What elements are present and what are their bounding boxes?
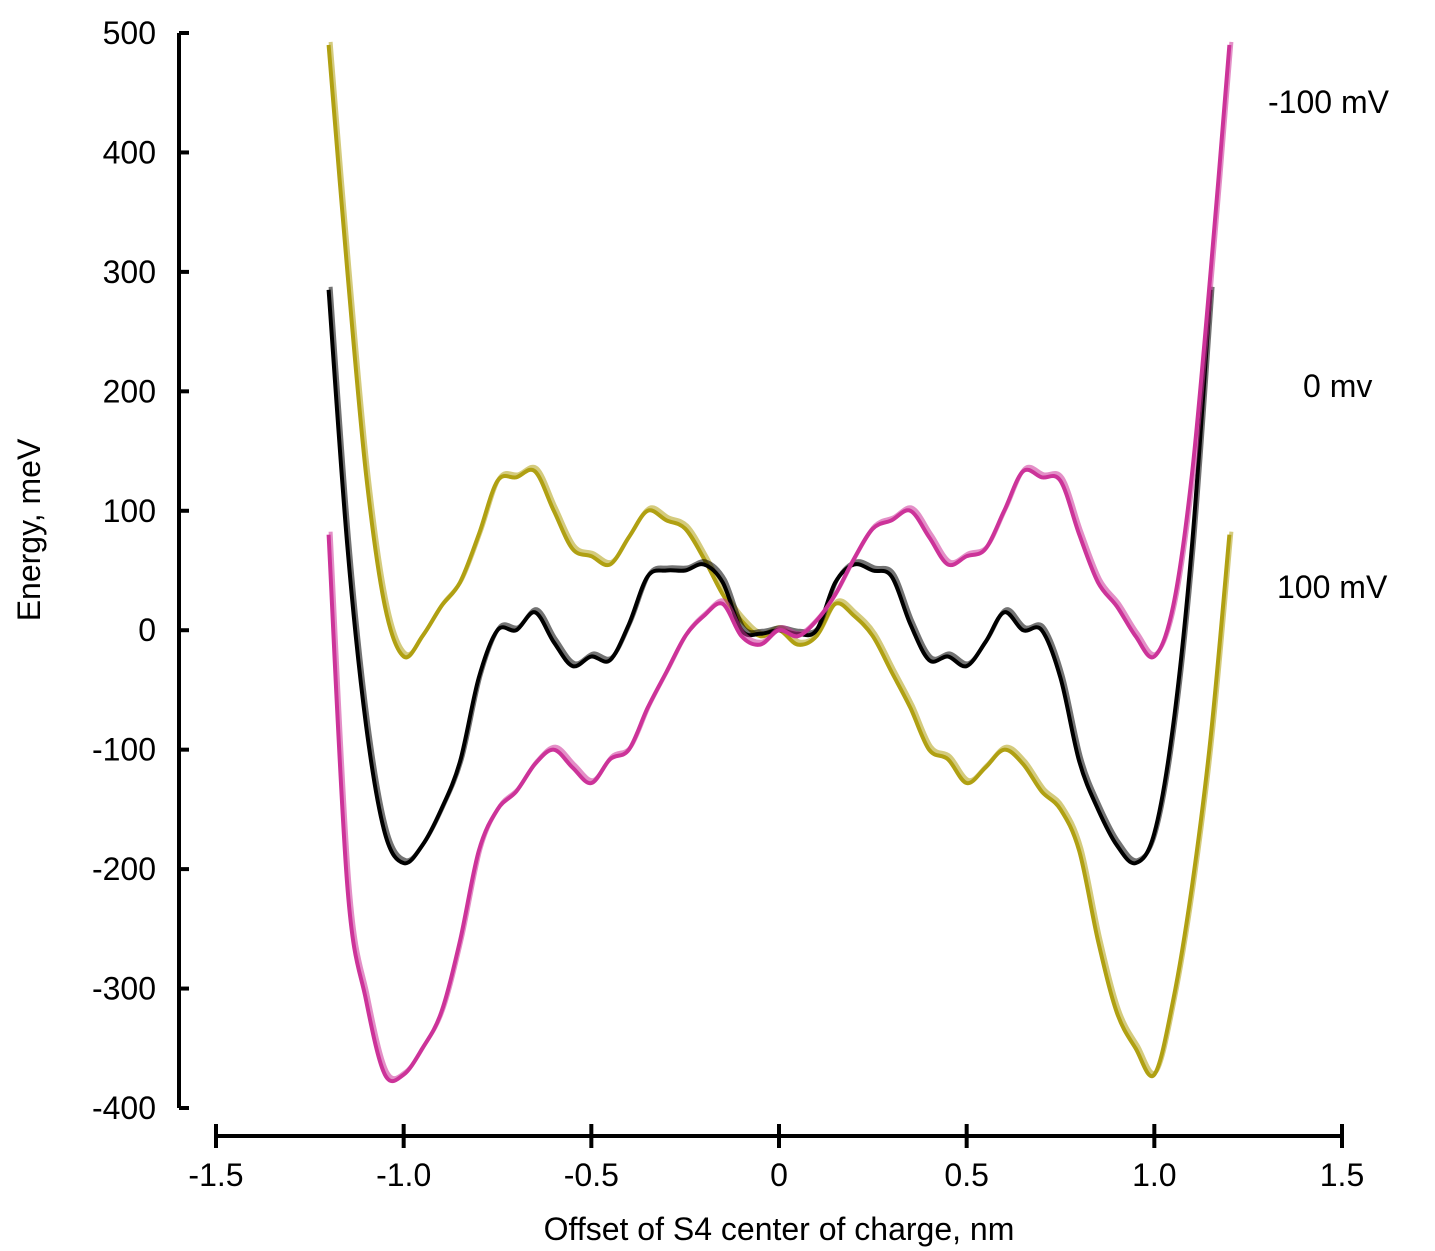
series-layer: [326, 41, 1234, 1084]
y-tick-label: -100: [92, 732, 156, 768]
y-axis-ticks: 500 400 300 200 100 0 -100 -200 -300 -400: [92, 15, 189, 1126]
y-axis-title: Energy, meV: [11, 438, 47, 621]
y-tick-label: -300: [92, 971, 156, 1007]
annotation-0mv: 0 mv: [1303, 368, 1372, 404]
x-tick-label: -1.5: [188, 1157, 243, 1193]
x-tick-label: 0: [770, 1157, 788, 1193]
x-axis-ticks: -1.5 -1.0 -0.5 0 0.5 1.0 1.5: [188, 1124, 1364, 1193]
x-tick-label: 1.0: [1132, 1157, 1176, 1193]
series-line-1: [326, 289, 1213, 866]
series-line-2: [326, 44, 1232, 1084]
y-tick-label: 500: [103, 15, 156, 51]
y-tick-label: 300: [103, 254, 156, 290]
y-tick-label: 100: [103, 493, 156, 529]
x-tick-label: 0.5: [944, 1157, 988, 1193]
x-tick-label: -0.5: [564, 1157, 619, 1193]
x-axis-title: Offset of S4 center of charge, nm: [544, 1211, 1015, 1247]
y-tick-label: 0: [138, 612, 156, 648]
x-tick-label: 1.5: [1320, 1157, 1364, 1193]
annotation-100mv: 100 mV: [1277, 569, 1388, 605]
y-tick-label: 200: [103, 373, 156, 409]
x-tick-label: -1.0: [376, 1157, 431, 1193]
y-tick-label: 400: [103, 134, 156, 170]
y-tick-label: -200: [92, 851, 156, 887]
y-tick-label: -400: [92, 1090, 156, 1126]
annotation-minus-100mv: -100 mV: [1268, 84, 1390, 120]
